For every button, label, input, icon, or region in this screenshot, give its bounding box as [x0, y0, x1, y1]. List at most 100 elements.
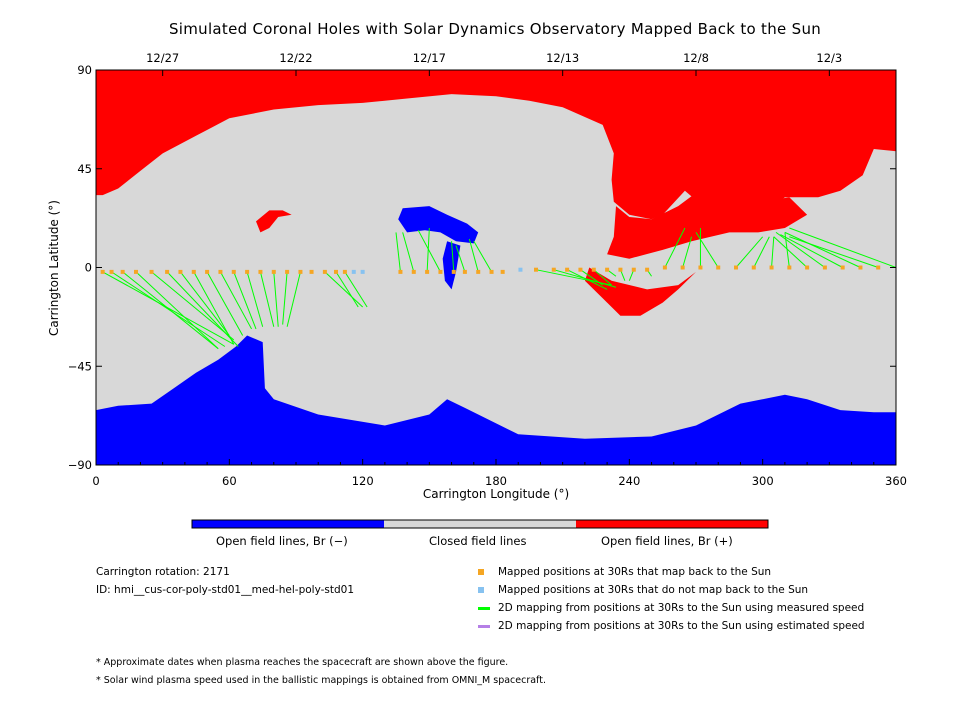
note-dates: * Approximate dates when plasma reaches … — [96, 657, 509, 668]
x-tick-label: 120 — [352, 474, 374, 488]
mapping-line — [784, 231, 861, 268]
note-plasma-speed: * Solar wind plasma speed used in the ba… — [96, 675, 546, 686]
open-positive-north-polar — [96, 70, 896, 224]
mapped-point-back — [298, 269, 303, 274]
mapping-line — [780, 234, 843, 268]
mapped-point-back — [334, 269, 338, 274]
mapping-line — [784, 232, 790, 268]
mapped-point-back — [258, 269, 263, 274]
mapping-lines-layer — [102, 227, 897, 350]
mapping-line — [682, 236, 693, 268]
mapping-line — [259, 271, 275, 327]
mapped-point-back — [438, 269, 443, 274]
mapped-point-back — [858, 265, 863, 270]
colorbar-label-open-negative: Open field lines, Br (−) — [216, 534, 348, 548]
mapped-point-back — [769, 265, 774, 270]
mapping-line — [451, 241, 455, 272]
colorbar-closed — [384, 520, 576, 528]
x-tick-label: 360 — [885, 474, 907, 488]
mapped-point-back — [205, 269, 210, 274]
mapping-line — [335, 271, 359, 308]
mapping-line — [206, 271, 244, 336]
mapping-line — [220, 271, 252, 330]
mapped-point-back — [425, 269, 430, 274]
mapped-point-back — [578, 267, 583, 272]
mapped-point-back — [534, 267, 538, 272]
mapping-line — [246, 271, 264, 327]
mapping-line — [695, 232, 719, 268]
mapping-line — [468, 238, 479, 273]
x-tick-label: 0 — [92, 474, 99, 488]
mapped-point-not-back — [351, 269, 356, 274]
colorbar-open-negative — [192, 520, 384, 528]
mapped-point-back — [489, 269, 494, 274]
mapping-line — [735, 236, 764, 268]
mapping-line — [166, 271, 239, 347]
legend-line-green — [478, 607, 490, 610]
mapping-line — [193, 271, 235, 345]
mapping-line — [151, 271, 235, 341]
mapped-point-back — [245, 269, 250, 274]
y-tick-label: 0 — [85, 261, 92, 275]
colorbar-frame — [191, 519, 769, 529]
mapped-point-back — [398, 269, 403, 274]
mapped-point-back — [271, 269, 276, 274]
mapped-point-back — [840, 265, 845, 270]
y-tick-label: −45 — [68, 359, 92, 373]
mapped-point-back — [645, 267, 650, 272]
chart-title: Simulated Coronal Holes with Solar Dynam… — [168, 20, 822, 38]
x-axis-title: Carrington Longitude (°) — [423, 487, 569, 501]
mapping-line — [324, 271, 364, 308]
map-regions — [96, 70, 896, 465]
legend-label: 2D mapping from positions at 30Rs to the… — [498, 620, 865, 632]
y-tick-label: 45 — [77, 162, 92, 176]
mapped-points-layer — [100, 265, 881, 274]
legend-line-purple — [478, 625, 490, 628]
top-date-label: 12/22 — [279, 51, 312, 65]
legend-square-orange — [478, 569, 484, 575]
colorbar — [191, 519, 769, 529]
open-negative-equatorial-tail — [442, 241, 461, 290]
mapped-point-back — [218, 269, 223, 274]
mapped-point-back — [662, 265, 667, 270]
mapping-line — [180, 271, 230, 336]
mapped-point-back — [134, 269, 138, 274]
x-tick-label: 300 — [752, 474, 774, 488]
top-date-label: 12/8 — [683, 51, 709, 65]
mapping-line — [664, 227, 686, 268]
mapping-line — [135, 271, 219, 350]
mapping-line — [775, 231, 826, 268]
mapping-line — [593, 269, 612, 286]
mapping-line — [111, 271, 226, 347]
mapping-line — [282, 271, 288, 325]
mapped-point-back — [805, 265, 810, 270]
top-date-label: 12/3 — [816, 51, 842, 65]
mapped-point-back — [231, 269, 236, 274]
mapped-point-back — [149, 269, 154, 274]
mapped-point-back — [565, 267, 570, 272]
mapped-point-back — [751, 265, 756, 270]
mapping-line — [580, 269, 603, 286]
mapped-point-back — [618, 267, 623, 272]
mapped-point-back — [191, 269, 196, 274]
y-tick-label: −90 — [68, 458, 92, 472]
legend-label: Mapped positions at 30Rs that map back t… — [498, 566, 772, 578]
mapped-point-not-back — [518, 267, 523, 272]
axes-layer: 0 60 120 180 240 300 360 90 45 0 −45 −90 12/27 12/22 1… — [68, 51, 907, 488]
mapping-line — [455, 245, 466, 273]
mapping-line — [789, 227, 897, 268]
colorbar-label-open-positive: Open field lines, Br (+) — [601, 534, 733, 548]
model-id: ID: hmi__cus-cor-poly-std01__med-hel-pol… — [96, 584, 355, 596]
mapped-point-back — [322, 269, 327, 274]
open-positive-north-lobe — [607, 192, 808, 259]
mapped-point-back — [342, 269, 347, 274]
open-negative-north-region — [398, 206, 479, 244]
open-positive-equatorial — [584, 267, 696, 316]
mapping-line — [417, 229, 441, 273]
mapped-point-not-back — [360, 269, 365, 274]
mapped-point-back — [109, 269, 114, 274]
carrington-rotation: Carrington rotation: 2171 — [96, 566, 230, 578]
mapped-point-back — [551, 267, 556, 272]
x-tick-label: 60 — [222, 474, 237, 488]
